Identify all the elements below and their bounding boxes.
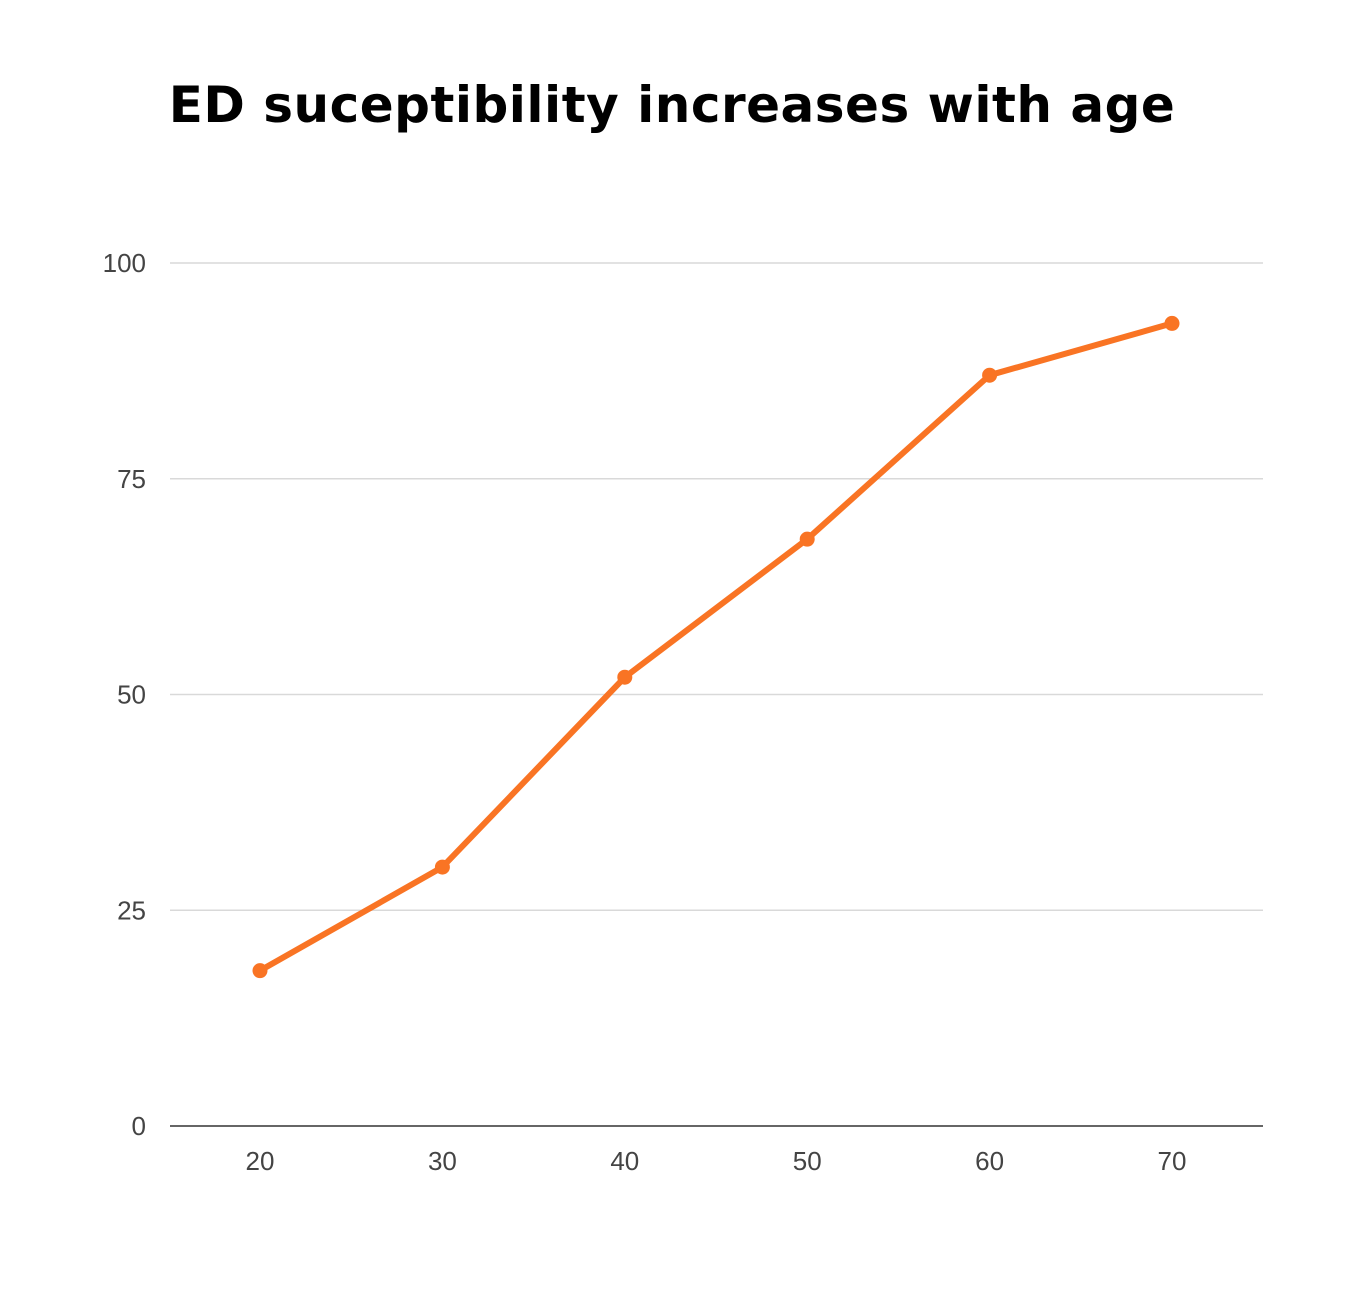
chart-title: ED suceptibility increases with age (168, 76, 1176, 134)
data-point-50 (799, 531, 815, 547)
x-tick-label-70: 70 (1158, 1146, 1187, 1176)
y-tick-label-0: 0 (132, 1111, 146, 1141)
x-tick-label-30: 30 (428, 1146, 457, 1176)
x-axis-tick-labels: 20 30 40 50 60 70 (246, 1146, 1187, 1176)
data-point-60 (982, 367, 998, 383)
y-tick-label-50: 50 (117, 680, 146, 710)
x-tick-label-20: 20 (246, 1146, 275, 1176)
data-point-70 (1164, 315, 1180, 331)
series-layer (252, 315, 1180, 979)
series-line-0 (257, 320, 1175, 974)
y-axis-tick-labels: 0 25 50 75 100 (103, 248, 146, 1141)
gridlines (170, 262, 1263, 1127)
y-tick-label-25: 25 (117, 895, 146, 925)
y-tick-label-75: 75 (117, 464, 146, 494)
x-tick-label-40: 40 (610, 1146, 639, 1176)
data-point-40 (617, 669, 633, 685)
data-point-30 (434, 859, 450, 875)
y-tick-label-100: 100 (103, 248, 146, 278)
x-tick-label-50: 50 (793, 1146, 822, 1176)
x-tick-label-60: 60 (975, 1146, 1004, 1176)
data-point-20 (252, 963, 268, 979)
